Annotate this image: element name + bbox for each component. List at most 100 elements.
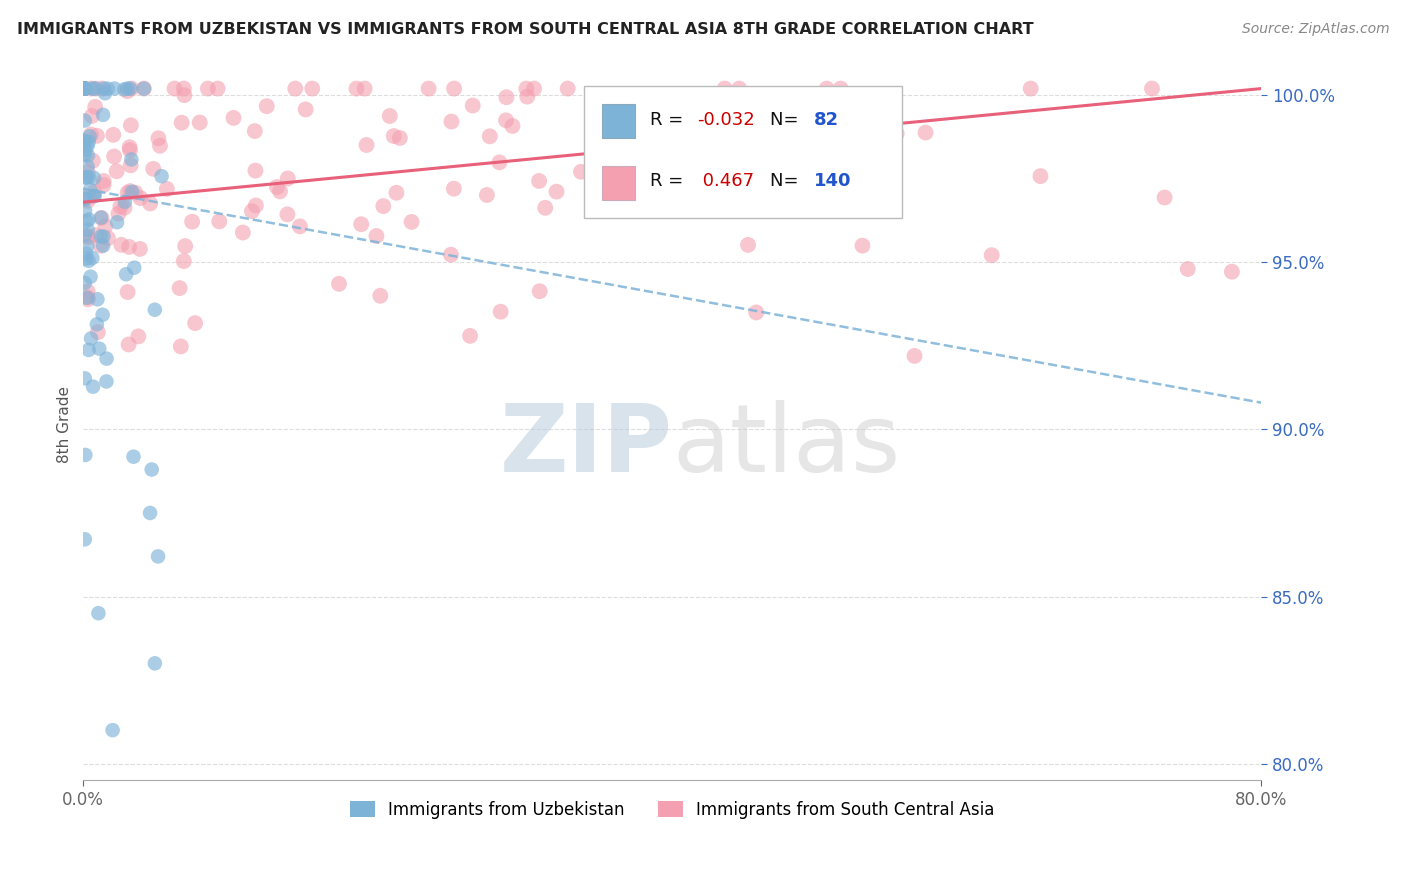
Point — [830, 81, 852, 95]
Point — [73, 113, 96, 128]
Point — [120, 81, 142, 95]
Point — [80, 128, 103, 142]
Point — [73, 81, 96, 95]
Point — [77, 148, 100, 162]
Point — [76, 229, 98, 244]
Point — [75, 170, 97, 185]
Point — [546, 185, 568, 199]
Point — [73, 192, 96, 206]
Point — [120, 158, 142, 172]
Point — [97, 231, 120, 245]
Point — [173, 88, 195, 103]
Point — [139, 506, 162, 520]
Point — [443, 182, 465, 196]
Point — [118, 140, 141, 154]
Point — [79, 183, 101, 197]
Point — [141, 462, 163, 476]
Point — [117, 84, 139, 98]
Point — [82, 153, 104, 168]
Point — [76, 165, 98, 179]
Text: 0.467: 0.467 — [697, 172, 754, 190]
Point — [79, 129, 101, 144]
Point — [851, 238, 873, 252]
Point — [75, 246, 97, 260]
Point — [73, 135, 96, 149]
Point — [1019, 81, 1042, 95]
Point — [129, 191, 152, 205]
Point — [169, 281, 191, 295]
Point — [569, 165, 592, 179]
Point — [713, 81, 735, 95]
Point — [245, 198, 267, 212]
Point — [184, 316, 207, 330]
Point — [76, 160, 98, 174]
Point — [91, 81, 114, 95]
Text: 140: 140 — [814, 172, 851, 190]
Point — [76, 139, 98, 153]
Point — [277, 171, 299, 186]
Point — [76, 194, 98, 208]
Point — [440, 248, 463, 262]
Point — [94, 219, 117, 234]
Point — [76, 285, 98, 299]
Point — [80, 109, 103, 123]
Point — [114, 194, 136, 209]
Point — [77, 170, 100, 185]
Point — [82, 81, 104, 95]
Point — [84, 100, 107, 114]
Point — [243, 124, 266, 138]
Point — [1177, 262, 1199, 277]
Point — [73, 203, 96, 218]
Point — [815, 81, 838, 95]
Point — [105, 164, 128, 178]
Text: R =: R = — [650, 111, 689, 128]
Point — [120, 184, 142, 198]
Point — [232, 226, 254, 240]
Point — [188, 115, 211, 129]
Point — [156, 182, 179, 196]
Point — [97, 81, 120, 95]
Point — [132, 81, 155, 95]
Point — [110, 237, 132, 252]
Point — [73, 147, 96, 161]
Point — [86, 318, 108, 332]
Point — [84, 81, 107, 95]
Point — [114, 201, 136, 215]
Point — [90, 238, 112, 252]
Point — [1220, 265, 1243, 279]
Point — [73, 81, 96, 95]
Point — [73, 81, 96, 95]
Point — [117, 186, 139, 200]
Point — [87, 325, 110, 339]
Point — [75, 448, 97, 462]
Point — [96, 375, 118, 389]
Legend: Immigrants from Uzbekistan, Immigrants from South Central Asia: Immigrants from Uzbekistan, Immigrants f… — [343, 794, 1001, 825]
Point — [118, 143, 141, 157]
Point — [288, 219, 311, 234]
Point — [256, 99, 278, 113]
Point — [93, 229, 115, 244]
Point — [76, 223, 98, 237]
Text: -0.032: -0.032 — [697, 111, 755, 128]
Point — [73, 81, 96, 95]
Point — [73, 533, 96, 547]
Point — [83, 170, 105, 185]
Point — [980, 248, 1002, 262]
Text: N=: N= — [770, 172, 804, 190]
Point — [534, 201, 557, 215]
Point — [353, 81, 375, 95]
Point — [489, 304, 512, 318]
Point — [80, 81, 103, 95]
Point — [120, 153, 142, 167]
Point — [914, 126, 936, 140]
Point — [87, 606, 110, 620]
Point — [107, 207, 129, 221]
Point — [124, 186, 146, 200]
Point — [149, 138, 172, 153]
Point — [80, 331, 103, 345]
Point — [458, 329, 481, 343]
Point — [103, 128, 125, 142]
Point — [170, 116, 193, 130]
Point — [86, 128, 108, 143]
Text: 82: 82 — [814, 111, 839, 128]
